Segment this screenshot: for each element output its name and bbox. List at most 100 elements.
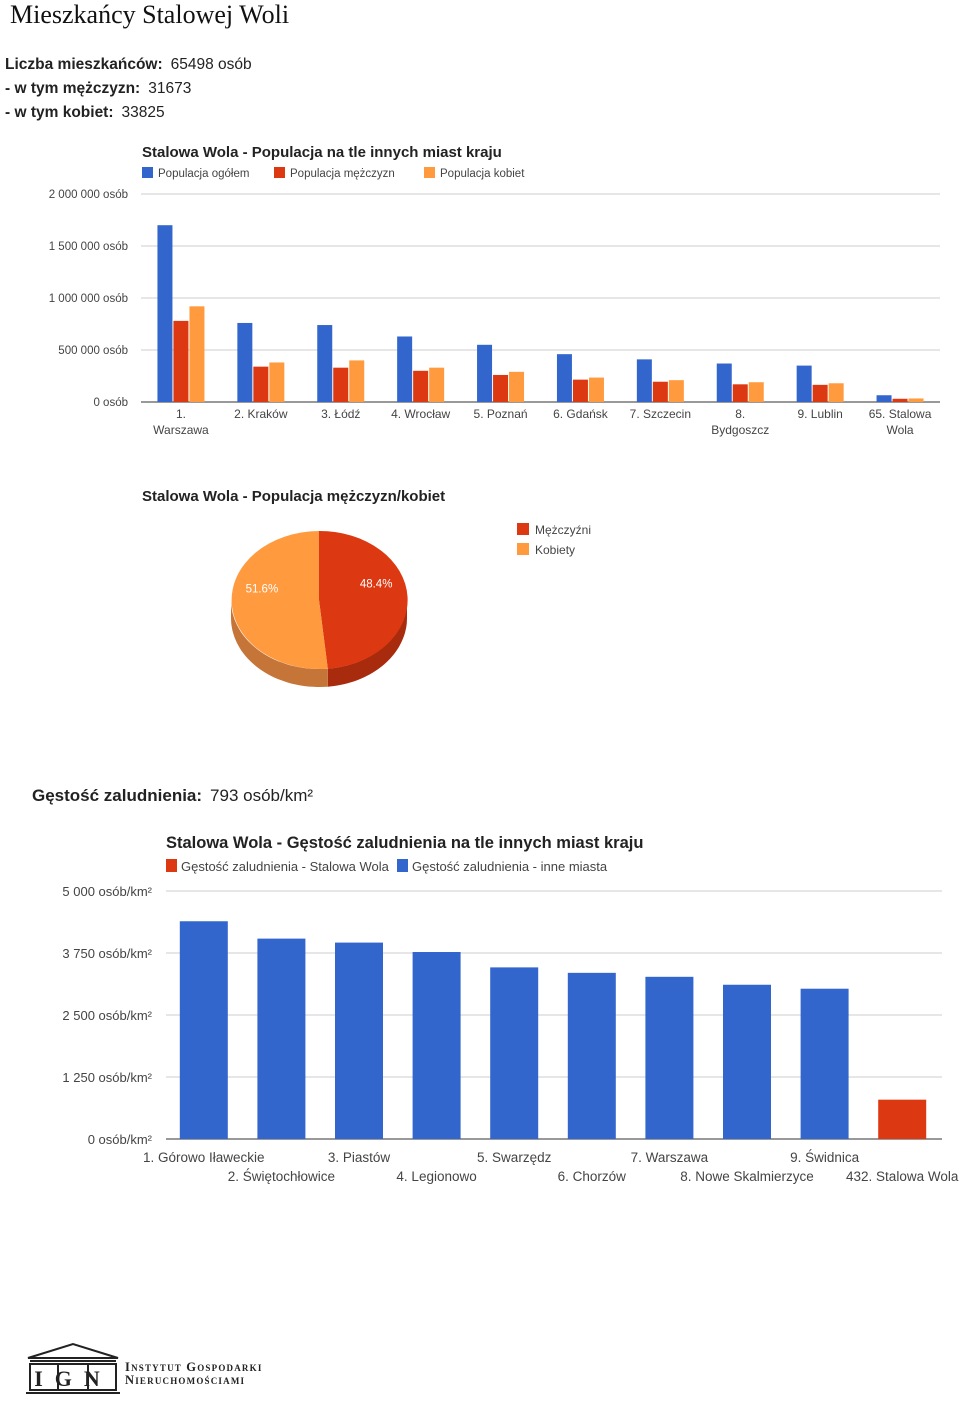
bar bbox=[796, 365, 812, 402]
bar bbox=[397, 336, 413, 402]
legend-swatch bbox=[142, 167, 153, 178]
bar bbox=[253, 366, 269, 402]
bar bbox=[237, 322, 253, 402]
bar bbox=[876, 395, 892, 402]
legend-swatch bbox=[424, 167, 435, 178]
bar bbox=[800, 988, 849, 1139]
ign-name-line1: Instytut Gospodarki bbox=[125, 1360, 263, 1374]
ign-building-icon: IGN bbox=[26, 1342, 120, 1394]
pie-side bbox=[231, 600, 328, 687]
y-tick-label: 1 250 osób/km² bbox=[62, 1070, 152, 1085]
bar bbox=[572, 379, 588, 402]
bar bbox=[257, 938, 306, 1139]
page-title: Mieszkańcy Stalowej Woli bbox=[10, 0, 290, 29]
legend-label: Gęstość zaludnienia - inne miasta bbox=[412, 859, 608, 874]
bar bbox=[509, 371, 525, 402]
bar bbox=[189, 306, 205, 402]
legend-label: Kobiety bbox=[535, 543, 575, 557]
ign-name-line2: Nieruchomościami bbox=[125, 1373, 246, 1387]
stat-women-value: 33825 bbox=[121, 104, 165, 121]
legend-swatch bbox=[166, 859, 177, 872]
bar bbox=[269, 362, 285, 402]
bar bbox=[748, 382, 764, 402]
legend-swatch bbox=[517, 543, 529, 555]
legend-label: Populacja kobiet bbox=[440, 168, 525, 180]
ign-logo: IGN bbox=[26, 1342, 120, 1401]
bar bbox=[652, 381, 668, 402]
bar bbox=[335, 942, 383, 1139]
bar bbox=[493, 374, 509, 402]
bar bbox=[179, 921, 228, 1139]
x-tick-label: 5. Swarzędz bbox=[477, 1150, 552, 1165]
bar bbox=[490, 967, 539, 1139]
x-tick-label: 5. Poznań bbox=[474, 407, 528, 421]
ign-name: Instytut Gospodarki Nieruchomościami bbox=[125, 1361, 263, 1387]
x-tick-label: 4. Legionowo bbox=[396, 1169, 476, 1184]
gender-pie-chart: Stalowa Wola - Populacja mężczyzn/kobiet… bbox=[142, 488, 591, 687]
x-tick-label: 9. Lublin bbox=[797, 407, 842, 421]
x-tick-label: 7. Warszawa bbox=[631, 1150, 709, 1165]
stat-women: - w tym kobiet: 33825 bbox=[5, 104, 165, 122]
y-tick-label: 500 000 osób bbox=[58, 345, 128, 357]
chart-title: Stalowa Wola - Gęstość zaludnienia na tl… bbox=[166, 834, 643, 852]
bar bbox=[716, 363, 732, 402]
y-tick-label: 0 osób bbox=[93, 397, 128, 409]
stat-total-value: 65498 osób bbox=[170, 56, 252, 73]
bar bbox=[333, 367, 349, 402]
pie-slice bbox=[231, 531, 328, 669]
bar bbox=[317, 325, 333, 402]
legend-label: Populacja mężczyzn bbox=[290, 168, 395, 180]
bar bbox=[429, 367, 445, 402]
y-tick-label: 2 500 osób/km² bbox=[62, 1008, 152, 1023]
x-tick-label: 432. Stalowa Wola bbox=[846, 1169, 959, 1184]
bar bbox=[173, 320, 189, 402]
stat-men-label: - w tym mężczyzn: bbox=[5, 80, 141, 97]
x-tick-label: 8. Nowe Skalmierzyce bbox=[680, 1169, 814, 1184]
ign-letters: IGN bbox=[34, 1366, 112, 1391]
x-tick-label: 9. Świdnica bbox=[790, 1150, 860, 1165]
x-tick-label: Wola bbox=[886, 423, 913, 437]
bar bbox=[908, 398, 924, 402]
x-tick-label: Warszawa bbox=[153, 423, 209, 437]
pie-data-label: 51.6% bbox=[246, 583, 279, 595]
x-tick-label: 1. bbox=[176, 407, 186, 421]
y-tick-label: 2 000 000 osób bbox=[49, 189, 128, 201]
pie-data-label: 48.4% bbox=[360, 579, 393, 591]
density-stat: Gęstość zaludnienia: 793 osób/km² bbox=[32, 786, 313, 806]
bar bbox=[636, 359, 652, 402]
legend-label: Gęstość zaludnienia - Stalowa Wola bbox=[181, 859, 390, 874]
x-tick-label: 8. bbox=[735, 407, 745, 421]
x-tick-label: Bydgoszcz bbox=[711, 423, 769, 437]
x-tick-label: 1. Górowo Iławeckie bbox=[143, 1150, 265, 1165]
x-tick-label: 3. Łódź bbox=[321, 407, 360, 421]
stat-men-value: 31673 bbox=[148, 80, 192, 97]
bar bbox=[477, 344, 493, 402]
y-tick-label: 1 000 000 osób bbox=[49, 293, 128, 305]
stat-total: Liczba mieszkańców: 65498 osób bbox=[5, 56, 252, 74]
bar bbox=[157, 225, 173, 402]
y-tick-label: 1 500 000 osób bbox=[49, 241, 128, 253]
legend-label: Mężczyźni bbox=[535, 523, 591, 537]
bar bbox=[878, 1099, 927, 1139]
bar bbox=[412, 952, 461, 1139]
x-tick-label: 3. Piastów bbox=[328, 1150, 391, 1165]
bar bbox=[556, 354, 572, 402]
x-tick-label: 65. Stalowa bbox=[869, 407, 932, 421]
bar bbox=[645, 976, 694, 1139]
stat-men: - w tym mężczyzn: 31673 bbox=[5, 80, 191, 98]
bar bbox=[413, 370, 429, 402]
pie-slice bbox=[319, 530, 408, 669]
bar bbox=[892, 398, 908, 402]
x-tick-label: 2. Świętochłowice bbox=[228, 1169, 335, 1184]
bar bbox=[723, 984, 771, 1139]
x-tick-label: 6. Gdańsk bbox=[553, 407, 609, 421]
legend-swatch bbox=[397, 859, 408, 872]
y-tick-label: 0 osób/km² bbox=[88, 1132, 153, 1147]
bar bbox=[812, 384, 828, 402]
bar bbox=[349, 360, 365, 402]
stat-women-label: - w tym kobiet: bbox=[5, 104, 114, 121]
legend-label: Populacja ogółem bbox=[158, 168, 249, 180]
population-chart: Stalowa Wola - Populacja na tle innych m… bbox=[49, 144, 940, 437]
x-tick-label: 4. Wrocław bbox=[391, 407, 450, 421]
density-value: 793 osób/km² bbox=[210, 786, 314, 805]
